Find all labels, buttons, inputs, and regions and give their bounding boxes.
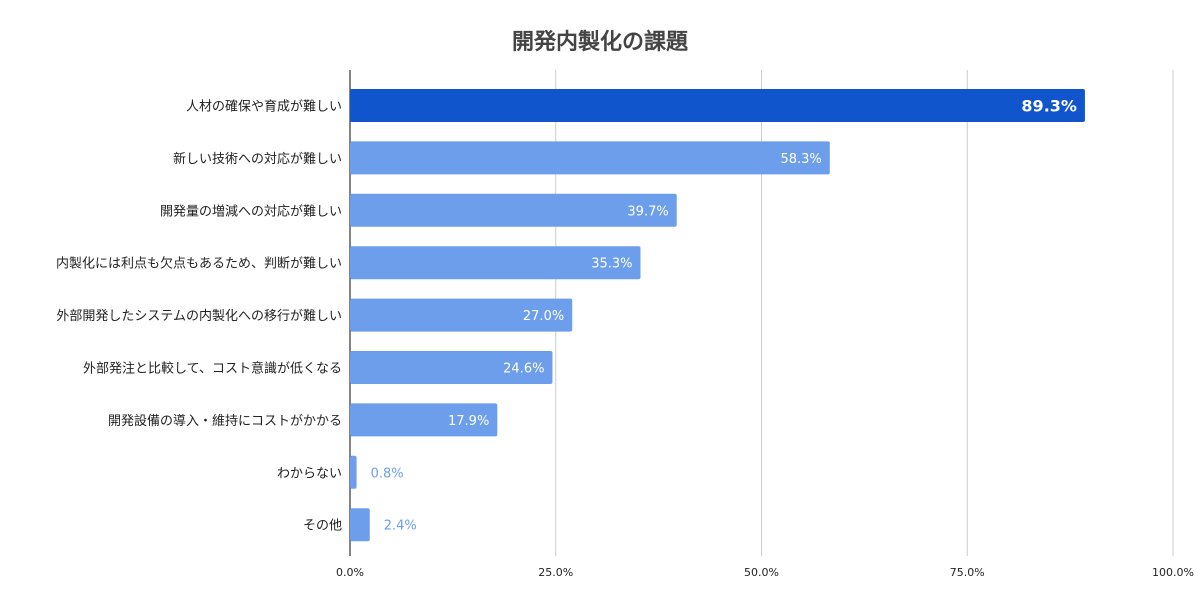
chart-title: 開発内製化の課題 (511, 30, 688, 55)
x-tick-labels: 0.0% 25.0% 50.0% 75.0% 100.0% (336, 566, 1194, 579)
value-label: 89.3% (1021, 97, 1077, 116)
bar (350, 351, 553, 384)
category-labels: 人材の確保や育成が難しい新しい技術への対応が難しい開発量の増減への対応が難しい内… (56, 99, 342, 534)
category-label: わからない (277, 466, 342, 481)
x-tick-label: 75.0% (950, 566, 985, 579)
x-tick-label: 100.0% (1152, 566, 1194, 579)
category-label: 外部開発したシステムの内製化への移行が難しい (56, 308, 342, 324)
bar (350, 298, 573, 332)
value-label: 39.7% (627, 204, 668, 219)
bar (350, 455, 357, 489)
value-label: 58.3% (780, 152, 821, 167)
category-label: 開発設備の導入・維持にコストがかかる (108, 413, 342, 429)
bar (350, 141, 830, 175)
bar (350, 403, 498, 437)
value-label: 24.6% (503, 362, 544, 377)
value-label: 35.3% (591, 257, 632, 272)
bar (350, 193, 677, 227)
category-label: 新しい技術への対応が難しい (173, 151, 342, 167)
bars (350, 89, 1085, 542)
bar (350, 246, 641, 280)
category-label: 外部発注と比較して、コスト意識が低くなる (83, 361, 342, 377)
value-label: 27.0% (523, 309, 564, 324)
bar (350, 89, 1085, 122)
value-labels: 89.3% 58.3% 39.7% 35.3% 27.0% 24.6% 17.9% 0.8% 2… (371, 97, 1077, 534)
category-label: その他 (303, 519, 342, 534)
category-label: 人材の確保や育成が難しい (186, 99, 342, 115)
category-label: 開発量の増減への対応が難しい (160, 203, 342, 219)
value-label: 17.9% (448, 414, 489, 429)
x-tick-label: 25.0% (538, 566, 573, 579)
value-label: 2.4% (384, 519, 417, 534)
value-label: 0.8% (371, 466, 404, 481)
x-tick-label: 50.0% (744, 566, 779, 579)
bar (350, 508, 370, 542)
x-tick-label: 0.0% (336, 566, 364, 579)
category-label: 内製化には利点も欠点もあるため、判断が難しい (56, 256, 342, 272)
